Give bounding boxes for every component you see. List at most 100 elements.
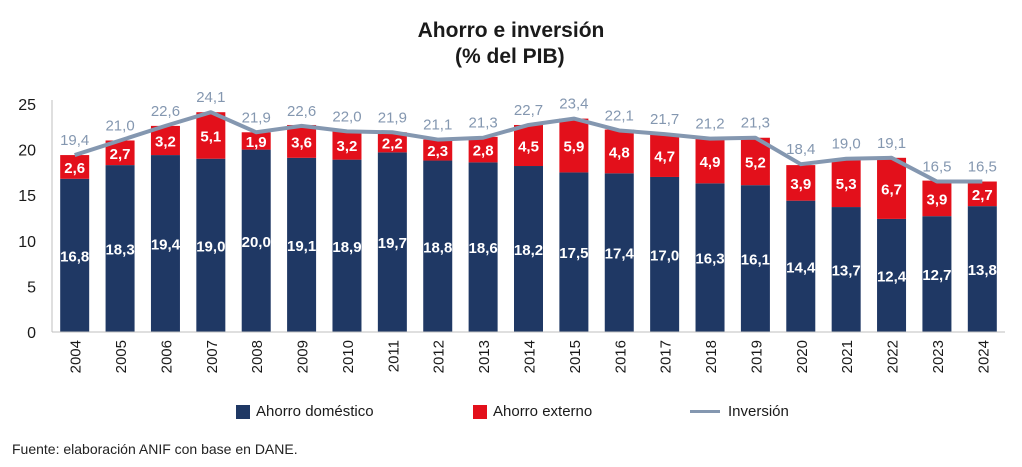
x-tick-label: 2020: [794, 340, 811, 373]
y-tick-label: 25: [18, 97, 36, 114]
data-label-external: 3,9: [790, 176, 811, 193]
bar-external: [468, 136, 498, 163]
data-label-external: 2,6: [64, 160, 85, 177]
data-label-domestic: 17,0: [650, 247, 679, 264]
bar-external: [604, 129, 634, 174]
source-note: Fuente: elaboración ANIF con base en DAN…: [12, 441, 298, 457]
x-tick-label: 2011: [385, 340, 402, 372]
data-label-domestic: 17,5: [559, 245, 588, 262]
x-axis: 2004 2005 2006 2007 2008 2009 2010 2011 2012 2013…: [52, 331, 1005, 373]
data-label-domestic: 18,2: [514, 242, 543, 259]
bar-external: [241, 132, 271, 150]
legend-item-investment: Inversión: [690, 403, 789, 420]
bar-domestic: [196, 158, 226, 332]
legend-swatch-investment: [690, 410, 720, 413]
x-tick-label: 2009: [295, 340, 312, 373]
data-label-investment: 24,1: [196, 89, 225, 106]
chart-subtitle: (% del PIB): [455, 45, 565, 68]
y-tick-label: 10: [18, 234, 36, 251]
x-tick-label: 2005: [113, 340, 130, 373]
bar-external: [60, 155, 90, 179]
data-label-external: 2,3: [427, 143, 448, 160]
bar-domestic: [922, 216, 952, 332]
x-tick-label: 2017: [658, 340, 675, 373]
legend-item-domestic: Ahorro doméstico: [236, 403, 374, 420]
x-tick-label: 2006: [158, 340, 175, 373]
bar-external: [423, 139, 453, 161]
data-label-domestic: 20,0: [242, 234, 271, 251]
data-label-investment: 22,0: [332, 108, 361, 125]
bar-external: [287, 124, 317, 158]
x-tick-label: 2022: [885, 340, 902, 373]
bar-external: [695, 138, 725, 184]
data-label-investment: 21,7: [650, 111, 679, 128]
bar-domestic: [831, 207, 861, 332]
bar-domestic: [241, 149, 271, 332]
bar-external: [196, 112, 226, 159]
bar-domestic: [786, 200, 816, 332]
legend: Ahorro doméstico Ahorro externo Inversió…: [0, 403, 1022, 423]
x-tick-label: 2007: [204, 340, 221, 373]
data-label-domestic: 17,4: [605, 246, 635, 263]
x-tick-label: 2018: [703, 340, 720, 373]
data-label-domestic: 12,4: [877, 268, 907, 285]
data-label-investment: 16,5: [922, 159, 951, 176]
investment-line: [74, 110, 983, 184]
x-tick-label: 2015: [567, 340, 584, 373]
data-label-external: 2,8: [473, 143, 494, 160]
bar-external: [377, 132, 407, 153]
bar-domestic: [514, 166, 543, 332]
bar-external: [831, 158, 861, 208]
data-label-external: 4,8: [609, 144, 630, 161]
bar-domestic: [60, 178, 90, 332]
bar-external: [514, 124, 543, 167]
data-label-investment: 19,0: [832, 136, 861, 153]
data-label-domestic: 16,3: [695, 251, 724, 268]
x-tick-label: 2023: [930, 340, 947, 373]
bar-domestic: [604, 173, 634, 332]
data-label-external: 5,2: [745, 154, 766, 171]
data-label-domestic: 14,4: [786, 259, 816, 276]
data-label-investment: 21,0: [105, 117, 134, 134]
bar-domestic: [287, 157, 317, 332]
data-label-domestic: 18,6: [469, 240, 498, 257]
bar-domestic: [559, 172, 589, 332]
x-tick-label: 2016: [612, 340, 629, 373]
data-label-external: 4,7: [654, 149, 675, 166]
data-label-external: 4,9: [700, 154, 721, 171]
y-tick-label: 20: [18, 143, 36, 160]
bar-external: [786, 165, 816, 201]
data-label-investment: 22,6: [151, 103, 180, 120]
data-label-external: 2,2: [382, 135, 403, 152]
x-tick-label: 2010: [340, 340, 357, 373]
data-label-domestic: 19,0: [196, 238, 225, 255]
legend-item-external: Ahorro externo: [473, 403, 592, 420]
data-label-investment: 21,2: [695, 116, 724, 133]
data-label-external: 6,7: [881, 181, 902, 198]
legend-swatch-domestic: [236, 404, 250, 419]
x-tick-label: 2019: [748, 340, 765, 373]
x-tick-label: 2008: [249, 340, 266, 373]
data-label-investment: 16,5: [968, 159, 997, 176]
data-label-investment: 19,4: [60, 132, 89, 149]
bar-domestic: [150, 155, 180, 332]
data-label-investment: 18,4: [786, 141, 815, 158]
bar-external: [967, 181, 997, 207]
legend-swatch-external: [473, 404, 487, 419]
data-label-domestic: 18,3: [105, 242, 134, 259]
y-axis: 0 5 10 15 20 25: [18, 97, 53, 342]
data-label-domestic: 19,1: [287, 238, 316, 255]
bar-domestic: [877, 218, 907, 332]
data-label-investment: 21,3: [469, 115, 498, 132]
data-label-investment: 22,1: [605, 107, 634, 124]
data-label-domestic: 16,8: [60, 248, 89, 265]
data-label-external: 3,2: [337, 138, 358, 155]
x-tick-label: 2021: [839, 340, 856, 373]
x-tick-label: 2024: [975, 340, 992, 373]
bar-external: [559, 118, 589, 173]
bar-domestic: [695, 183, 725, 332]
data-label-domestic: 18,9: [332, 239, 361, 256]
data-label-external: 5,9: [563, 138, 584, 155]
bar-domestic: [468, 162, 498, 332]
